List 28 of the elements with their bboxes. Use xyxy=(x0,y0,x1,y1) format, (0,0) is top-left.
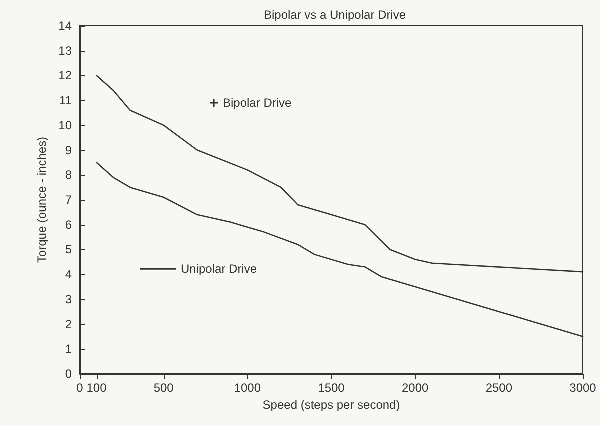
y-tick-label: 11 xyxy=(60,94,72,108)
chart-title: Bipolar vs a Unipolar Drive xyxy=(264,8,406,22)
y-tick-label: 10 xyxy=(58,118,72,132)
y-tick-label: 14 xyxy=(58,19,72,33)
x-tick-label: 2000 xyxy=(402,381,430,395)
x-axis-title: Speed (steps per second) xyxy=(262,398,400,412)
x-tick-label: 3000 xyxy=(570,381,597,395)
x-tick-label: 0 xyxy=(76,381,84,395)
y-tick-label: 7 xyxy=(65,193,72,207)
legend-label: Bipolar Drive xyxy=(223,96,292,110)
x-tick-label: 1500 xyxy=(318,381,346,395)
y-tick-label: 13 xyxy=(58,44,72,58)
y-tick-label: 12 xyxy=(58,68,72,83)
y-tick-label: 3 xyxy=(65,292,72,306)
y-tick-label: 2 xyxy=(65,317,72,332)
y-axis-title: Torque (ounce - inches) xyxy=(34,136,49,264)
x-tick-label: 100 xyxy=(86,381,108,395)
x-tick-label: 500 xyxy=(154,381,174,395)
y-tick-label: 5 xyxy=(65,242,72,257)
legend-label: Unipolar Drive xyxy=(181,262,258,276)
y-tick-label: 9 xyxy=(65,143,72,158)
y-tick-label: 8 xyxy=(65,168,72,182)
y-tick-label: 4 xyxy=(65,268,72,282)
y-tick-label: 0 xyxy=(65,367,72,381)
x-tick-label: 2500 xyxy=(486,381,513,395)
x-tick-label: 1000 xyxy=(234,381,262,395)
y-tick-label: 6 xyxy=(65,218,72,232)
y-tick-label: 1 xyxy=(65,342,72,356)
